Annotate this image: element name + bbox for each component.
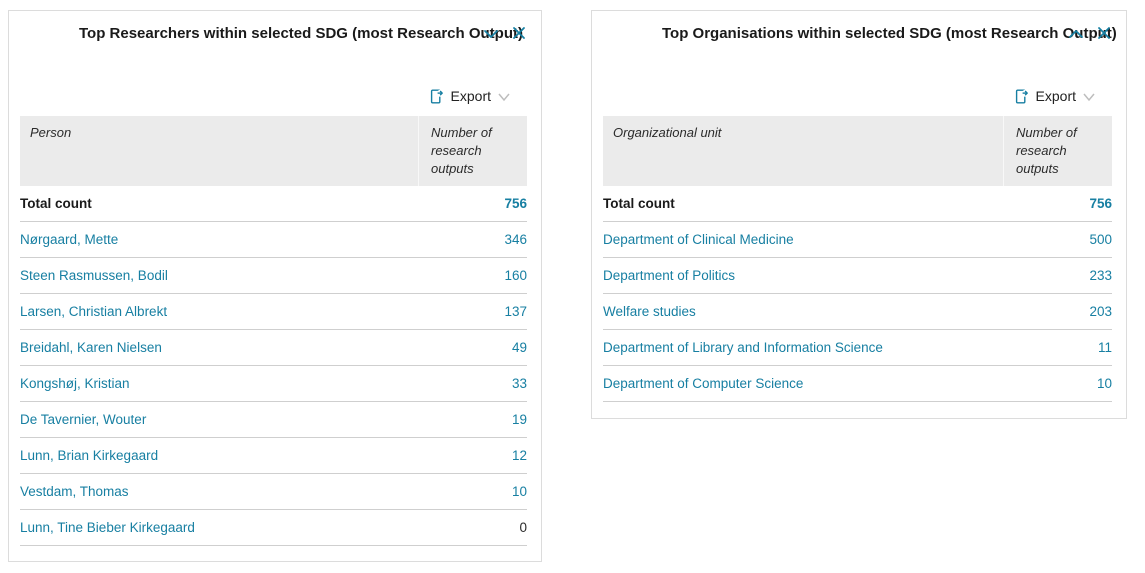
person-link[interactable]: De Tavernier, Wouter — [20, 412, 147, 427]
export-dropdown-chevron-icon — [1082, 92, 1096, 102]
count-value[interactable]: 203 — [1089, 304, 1112, 319]
table-body: Nørgaard, Mette 346 Steen Rasmussen, Bod… — [20, 222, 527, 546]
total-label: Total count — [20, 196, 92, 211]
count-value[interactable]: 10 — [511, 484, 527, 499]
organisation-link[interactable]: Department of Library and Information Sc… — [603, 340, 883, 355]
table-row: Lunn, Tine Bieber Kirkegaard 0 — [20, 510, 527, 546]
count-value[interactable]: 33 — [511, 376, 527, 391]
export-button[interactable]: Export — [1013, 88, 1096, 105]
export-label: Export — [1035, 88, 1076, 104]
panel-top-researchers: Top Researchers within selected SDG (mos… — [8, 10, 542, 562]
organisation-link[interactable]: Department of Computer Science — [603, 376, 804, 391]
total-value: 756 — [1089, 196, 1112, 211]
count-value[interactable]: 10 — [1096, 376, 1112, 391]
table-row: Nørgaard, Mette 346 — [20, 222, 527, 258]
count-value[interactable]: 12 — [511, 448, 527, 463]
export-row: Export — [592, 86, 1096, 106]
table-row: Department of Computer Science 10 — [603, 366, 1112, 402]
table-header: Person Number of research outputs — [20, 116, 527, 186]
export-label: Export — [450, 88, 491, 104]
count-value[interactable]: 346 — [504, 232, 527, 247]
panel-title: Top Researchers within selected SDG (mos… — [79, 25, 523, 42]
person-link[interactable]: Lunn, Tine Bieber Kirkegaard — [20, 520, 195, 535]
person-link[interactable]: Kongshøj, Kristian — [20, 376, 130, 391]
export-row: Export — [9, 86, 511, 106]
export-dropdown-chevron-icon — [497, 92, 511, 102]
total-row: Total count 756 — [20, 186, 527, 222]
count-value[interactable]: 500 — [1089, 232, 1112, 247]
table-row: Lunn, Brian Kirkegaard 12 — [20, 438, 527, 474]
close-icon[interactable] — [1095, 24, 1113, 42]
column-header-count: Number of research outputs — [1016, 125, 1077, 176]
organisation-link[interactable]: Department of Clinical Medicine — [603, 232, 794, 247]
panel-header: Top Researchers within selected SDG (mos… — [9, 24, 541, 46]
export-file-icon — [428, 88, 445, 105]
table-row: Breidahl, Karen Nielsen 49 — [20, 330, 527, 366]
count-value[interactable]: 19 — [511, 412, 527, 427]
count-value[interactable]: 11 — [1097, 340, 1112, 355]
panel-title: Top Organisations within selected SDG (m… — [662, 25, 1117, 42]
table-row: De Tavernier, Wouter 19 — [20, 402, 527, 438]
count-value[interactable]: 233 — [1089, 268, 1112, 283]
person-link[interactable]: Lunn, Brian Kirkegaard — [20, 448, 159, 463]
table-row: Kongshøj, Kristian 33 — [20, 366, 527, 402]
organisations-table: Organizational unit Number of research o… — [603, 116, 1112, 402]
person-link[interactable]: Nørgaard, Mette — [20, 232, 119, 247]
table-row: Larsen, Christian Albrekt 137 — [20, 294, 527, 330]
table-row: Department of Politics 233 — [603, 258, 1112, 294]
person-link[interactable]: Breidahl, Karen Nielsen — [20, 340, 162, 355]
table-row: Welfare studies 203 — [603, 294, 1112, 330]
table-row: Department of Clinical Medicine 500 — [603, 222, 1112, 258]
organisation-link[interactable]: Department of Politics — [603, 268, 736, 283]
table-header: Organizational unit Number of research o… — [603, 116, 1112, 186]
export-file-icon — [1013, 88, 1030, 105]
table-row: Department of Library and Information Sc… — [603, 330, 1112, 366]
count-value[interactable]: 160 — [504, 268, 527, 283]
collapse-chevron-icon[interactable] — [1067, 25, 1085, 43]
table-row: Vestdam, Thomas 10 — [20, 474, 527, 510]
researchers-table: Person Number of research outputs Total … — [20, 116, 527, 546]
count-value[interactable]: 49 — [511, 340, 527, 355]
person-link[interactable]: Vestdam, Thomas — [20, 484, 129, 499]
total-value: 756 — [504, 196, 527, 211]
close-icon[interactable] — [510, 24, 528, 42]
table-body: Department of Clinical Medicine 500 Depa… — [603, 222, 1112, 402]
column-header-count: Number of research outputs — [431, 125, 492, 176]
column-header-organizational-unit: Organizational unit — [613, 125, 722, 140]
person-link[interactable]: Larsen, Christian Albrekt — [20, 304, 168, 319]
export-button[interactable]: Export — [428, 88, 511, 105]
panel-top-organisations: Top Organisations within selected SDG (m… — [591, 10, 1127, 419]
organisation-link[interactable]: Welfare studies — [603, 304, 696, 319]
person-link[interactable]: Steen Rasmussen, Bodil — [20, 268, 168, 283]
count-value[interactable]: 137 — [504, 304, 527, 319]
column-header-person: Person — [30, 125, 72, 140]
table-row: Steen Rasmussen, Bodil 160 — [20, 258, 527, 294]
total-label: Total count — [603, 196, 675, 211]
total-row: Total count 756 — [603, 186, 1112, 222]
collapse-chevron-icon[interactable] — [482, 25, 500, 43]
panel-header: Top Organisations within selected SDG (m… — [592, 24, 1126, 46]
count-value: 0 — [519, 520, 527, 535]
